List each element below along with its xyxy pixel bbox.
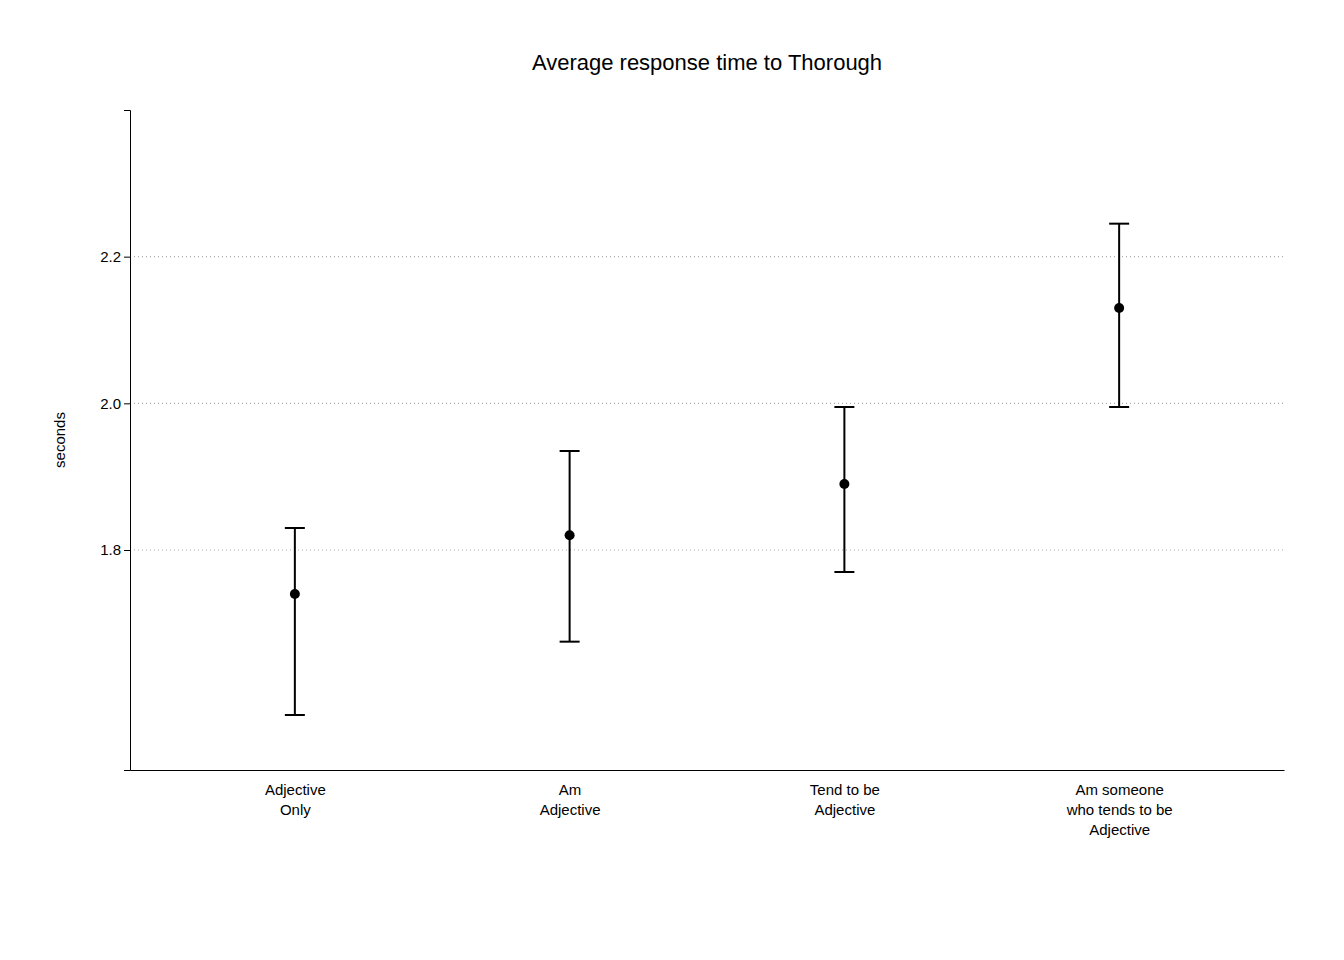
point [1114,303,1124,313]
x-tick-label: Am Adjective [540,781,601,818]
y-tick-label: 2.2 [100,248,121,265]
grid-line [130,403,1284,404]
y-axis-line [124,111,131,771]
y-tick-mark [124,257,130,258]
error-bar-group [285,528,305,715]
x-tick: Adjective Only [265,770,326,818]
error-cap-upper [1109,223,1129,225]
point [290,589,300,599]
error-bar [843,407,845,572]
error-bar [294,528,296,715]
y-tick-mark [124,403,130,404]
y-axis-title: seconds [51,412,68,468]
error-bar [569,451,571,642]
x-tick: Am Adjective [540,770,601,818]
x-tick-label-line: Adjective [265,781,326,798]
error-cap-upper [834,406,854,408]
error-bar-group [1109,224,1129,407]
x-tick: Am someone who tends to be Adjective [1066,770,1173,838]
error-cap-lower [1109,406,1129,408]
grid-line [130,256,1284,257]
x-tick-label: Adjective Only [265,781,326,818]
error-cap-lower [834,571,854,573]
y-tick: 2.2 [100,248,130,265]
error-bar-group [560,451,580,642]
x-tick-label-line: Am [559,781,582,798]
y-tick-mark [124,550,130,551]
error-cap-lower [560,641,580,643]
marks [285,224,1129,715]
grid [130,257,1284,550]
grid-line [130,549,1284,550]
x-axis: Adjective Only Am Adjective Tend to be Adject… [131,770,1285,838]
y-axis: 1.8 2.0 2.2 [100,111,130,771]
error-bar [1118,224,1120,407]
y-tick-label: 1.8 [100,541,121,558]
y-tick: 2.0 [100,395,130,412]
point [839,479,849,489]
x-tick-label-line: Adjective [814,801,875,818]
chart-svg: 1.82.02.2AdjectiveOnlyAmAdjectiveTend to… [0,0,1344,960]
x-axis-line [131,770,1285,771]
title: Average response time to Thorough [532,50,882,75]
x-tick-label-line: Tend to be [810,781,880,798]
error-cap-upper [560,450,580,452]
x-tick-label-line: Adjective [1089,821,1150,838]
y-tick: 1.8 [100,541,130,558]
y-tick-label: 2.0 [100,395,121,412]
x-tick-label-line: Adjective [540,801,601,818]
x-tick-label-line: Only [280,801,311,818]
x-tick-label: Tend to be Adjective [810,781,880,818]
x-tick-label-line: Am someone [1075,781,1163,798]
error-bar-group [834,407,854,572]
x-tick-label-line: who tends to be [1066,801,1173,818]
error-cap-lower [285,714,305,716]
x-tick-label: Am someone who tends to be Adjective [1066,781,1173,839]
point [565,530,575,540]
x-tick: Tend to be Adjective [810,770,880,818]
error-cap-upper [285,527,305,529]
